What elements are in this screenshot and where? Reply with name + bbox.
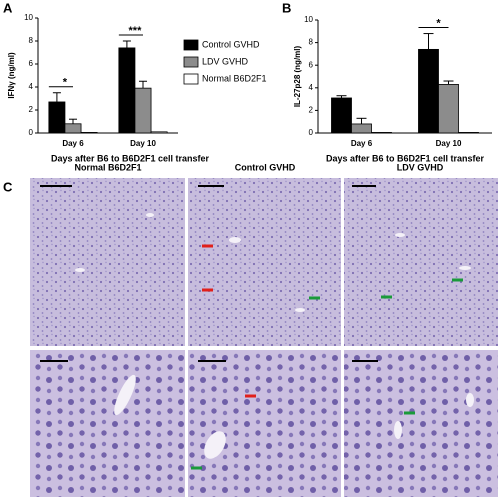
x-axis-label: Days after B6 to B6D2F1 cell transfer [51, 153, 210, 163]
micrograph [30, 350, 185, 497]
image-title: Normal B6D2F1 [74, 162, 141, 172]
y-tick-label: 2 [29, 105, 34, 114]
histology [30, 178, 498, 497]
y-tick-label: 0 [309, 128, 314, 137]
bar [351, 123, 372, 134]
bar [118, 47, 136, 134]
bar [438, 84, 459, 134]
significance-label: * [436, 17, 441, 29]
x-tick-label: Day 6 [351, 139, 373, 148]
bar [48, 101, 66, 134]
micrograph [344, 178, 498, 346]
x-tick-label: Day 6 [62, 139, 84, 148]
y-tick-label: 8 [29, 36, 34, 45]
image-title: Control GVHD [235, 162, 296, 172]
legend-label: LDV GVHD [202, 56, 249, 66]
panel-label: C [3, 179, 13, 194]
y-tick-label: 4 [29, 82, 34, 91]
bar [64, 123, 82, 134]
micrograph [188, 350, 341, 497]
y-tick-label: 6 [29, 59, 34, 68]
y-tick-label: 10 [304, 15, 313, 24]
y-tick-label: 10 [24, 13, 33, 22]
micrograph [188, 178, 341, 346]
panel-label: A [3, 0, 13, 15]
y-tick-label: 8 [309, 38, 314, 47]
bar [80, 132, 98, 134]
legend-swatch [183, 39, 199, 51]
y-tick-label: 2 [309, 106, 314, 115]
bar [418, 48, 439, 134]
x-tick-label: Day 10 [130, 139, 156, 148]
bar [371, 132, 392, 134]
legend-swatch [183, 73, 199, 85]
y-axis-label: IL-27p28 (ng/ml) [293, 45, 302, 107]
legend-label: Control GVHD [202, 39, 260, 49]
legend-swatch [183, 56, 199, 68]
x-tick-label: Day 10 [436, 139, 462, 148]
significance-label: * [63, 77, 68, 89]
y-tick-label: 6 [309, 60, 314, 69]
bar [150, 131, 168, 134]
bar [134, 87, 152, 134]
y-tick-label: 4 [309, 83, 314, 92]
y-tick-label: 0 [29, 128, 34, 137]
bar [458, 132, 479, 134]
image-title: LDV GVHD [397, 162, 444, 172]
bar [331, 97, 352, 134]
x-axis-label: Days after B6 to B6D2F1 cell transfer [326, 153, 485, 163]
micrograph [344, 350, 498, 497]
panel-label: B [282, 0, 291, 15]
significance-label: *** [129, 25, 143, 37]
micrograph [30, 178, 185, 346]
y-axis-label: IFNγ (ng/ml) [7, 52, 16, 99]
legend-label: Normal B6D2F1 [202, 73, 267, 83]
